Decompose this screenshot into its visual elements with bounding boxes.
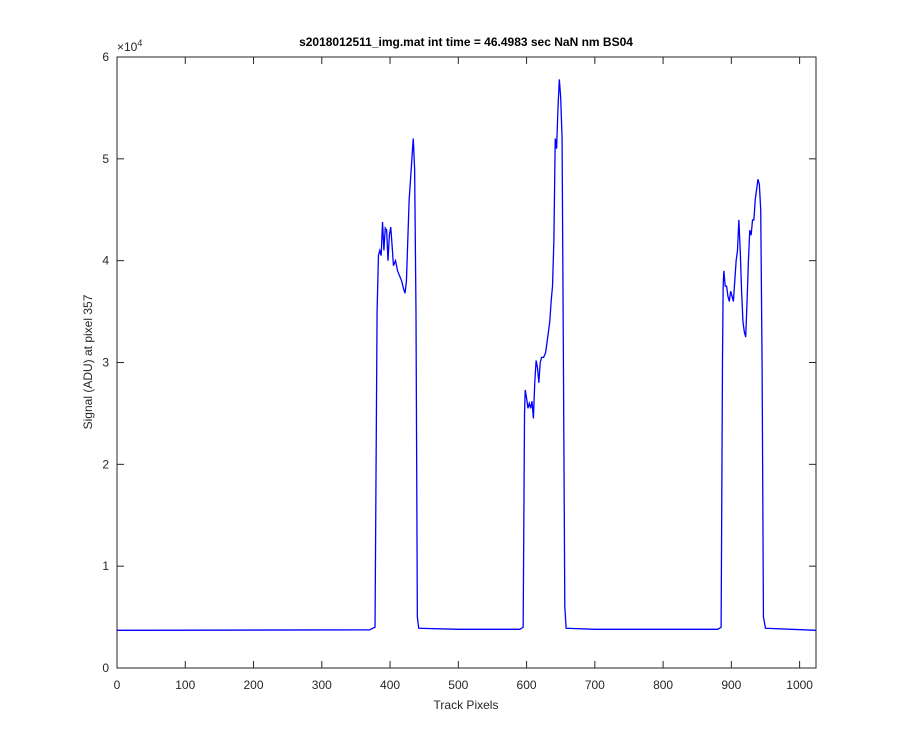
- x-tick-label: 1000: [786, 678, 813, 692]
- y-multiplier: ×104: [117, 38, 142, 54]
- y-axis-label: Signal (ADU) at pixel 357: [81, 294, 95, 429]
- x-tick-label: 700: [585, 678, 605, 692]
- x-tick-label: 600: [517, 678, 537, 692]
- y-tick-label: 4: [102, 254, 109, 268]
- y-tick-label: 0: [102, 661, 109, 675]
- chart-title: s2018012511_img.mat int time = 46.4983 s…: [299, 35, 633, 49]
- x-tick-label: 400: [380, 678, 400, 692]
- y-multiplier-base: ×10: [117, 40, 138, 54]
- x-tick-label: 100: [175, 678, 195, 692]
- x-tick-label: 300: [312, 678, 332, 692]
- y-multiplier-exponent: 4: [137, 38, 142, 48]
- y-tick-label: 5: [102, 152, 109, 166]
- data-line: [116, 79, 817, 631]
- y-tick-label: 3: [102, 356, 109, 370]
- x-tick-label: 500: [448, 678, 468, 692]
- y-tick-label: 2: [102, 457, 109, 471]
- x-tick-label: 800: [653, 678, 673, 692]
- x-tick-label: 200: [244, 678, 264, 692]
- y-tick-label: 6: [102, 50, 109, 64]
- y-tick-label: 1: [102, 559, 109, 573]
- x-tick-label: 0: [114, 678, 121, 692]
- x-tick-label: 900: [721, 678, 741, 692]
- x-axis-label: Track Pixels: [434, 698, 499, 712]
- plot-area: [116, 56, 817, 669]
